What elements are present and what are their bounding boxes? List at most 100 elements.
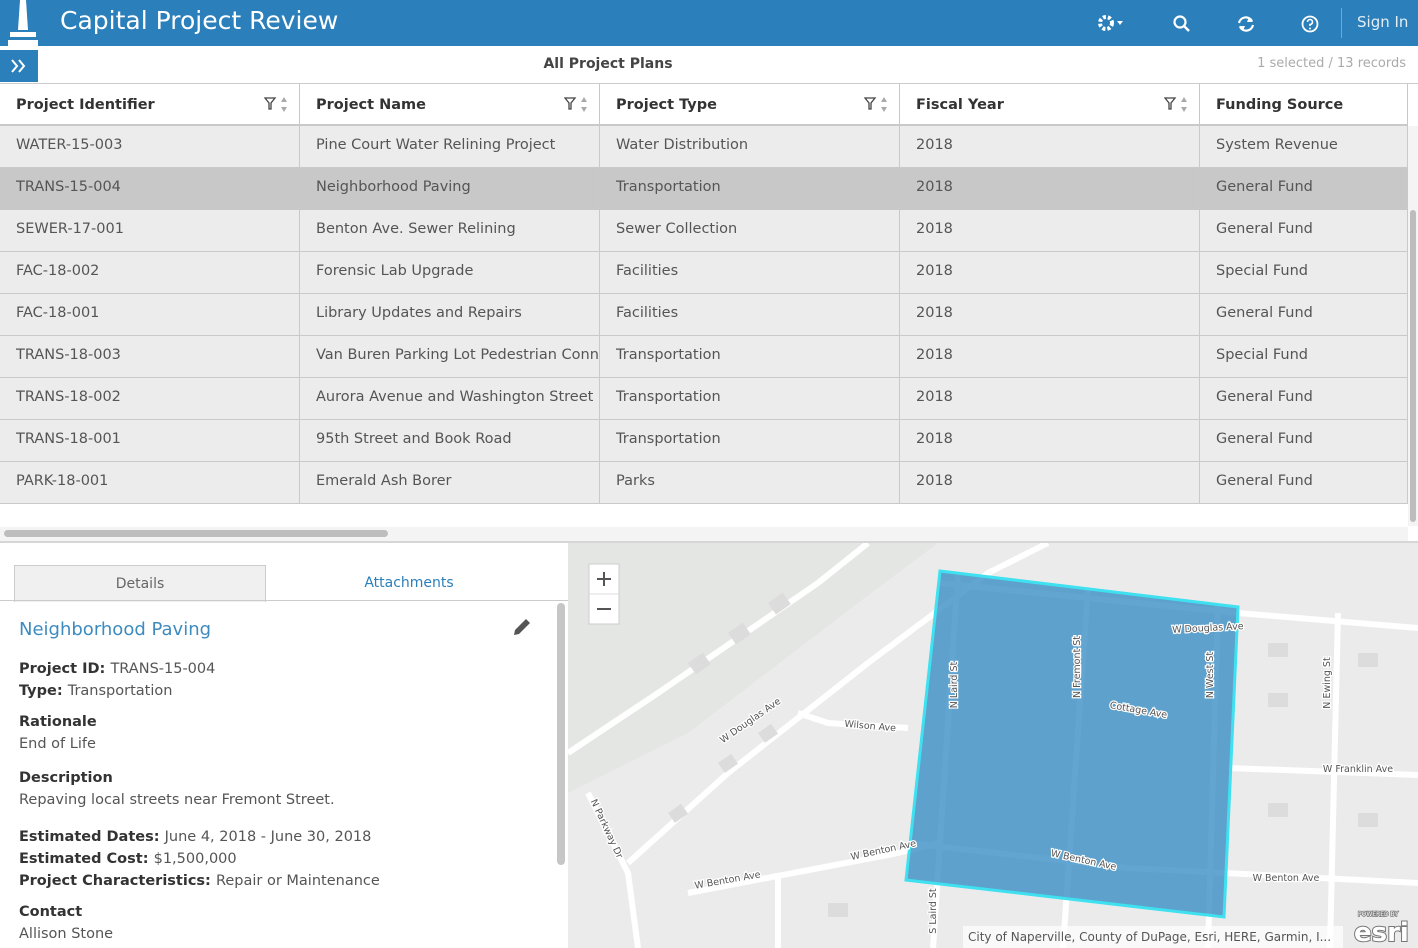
- street-label: W Benton Ave: [1253, 873, 1320, 884]
- filter-sort-icon[interactable]: [864, 95, 894, 115]
- header: Capital Project Review Sign In: [0, 0, 1418, 46]
- table-cell[interactable]: Parks: [600, 462, 900, 504]
- table-cell[interactable]: Special Fund: [1200, 252, 1408, 294]
- table-cell[interactable]: Water Distribution: [600, 126, 900, 168]
- street-label: N West St: [1205, 652, 1216, 699]
- help-button[interactable]: [1300, 14, 1320, 34]
- table-cell[interactable]: Van Buren Parking Lot Pedestrian Conne: [300, 336, 600, 378]
- field-value: Allison Stone: [19, 926, 113, 942]
- field-value: $1,500,000: [154, 851, 237, 867]
- table-cell[interactable]: 2018: [900, 336, 1200, 378]
- field-label: Type:: [19, 683, 63, 699]
- data-table: Project IdentifierProject NameProject Ty…: [0, 84, 1408, 528]
- zoom-control[interactable]: [589, 564, 619, 624]
- table-cell[interactable]: SEWER-17-001: [0, 210, 300, 252]
- table-cell[interactable]: Facilities: [600, 252, 900, 294]
- table-cell[interactable]: General Fund: [1200, 420, 1408, 462]
- filter-sort-icon[interactable]: [264, 95, 294, 115]
- table-cell[interactable]: FAC-18-002: [0, 252, 300, 294]
- table-cell[interactable]: System Revenue: [1200, 126, 1408, 168]
- table-cell[interactable]: Neighborhood Paving: [300, 168, 600, 210]
- logo-caption: POWERED BY: [1358, 911, 1398, 918]
- field-label: Estimated Cost:: [19, 851, 149, 867]
- table-cell[interactable]: General Fund: [1200, 168, 1408, 210]
- logo-icon: [6, 0, 40, 46]
- column-header[interactable]: Fiscal Year: [900, 84, 1200, 126]
- column-header[interactable]: Funding Source: [1200, 84, 1408, 126]
- field-label: Estimated Dates:: [19, 829, 160, 845]
- table-cell[interactable]: 2018: [900, 378, 1200, 420]
- table-cell[interactable]: 2018: [900, 462, 1200, 504]
- table-cell[interactable]: WATER-15-003: [0, 126, 300, 168]
- table-cell[interactable]: Forensic Lab Upgrade: [300, 252, 600, 294]
- column-header[interactable]: Project Name: [300, 84, 600, 126]
- tab-border: [0, 600, 568, 601]
- filter-sort-icon[interactable]: [564, 95, 594, 115]
- scroll-thumb[interactable]: [4, 530, 388, 537]
- table-cell[interactable]: Emerald Ash Borer: [300, 462, 600, 504]
- edit-button[interactable]: [510, 615, 534, 639]
- table-cell[interactable]: Transportation: [600, 420, 900, 462]
- tab[interactable]: Attachments: [265, 565, 553, 601]
- street-label: W Franklin Ave: [1323, 764, 1393, 775]
- table-cell[interactable]: 2018: [900, 126, 1200, 168]
- app-title: Capital Project Review: [60, 6, 338, 35]
- street-label: S Laird St: [928, 888, 939, 934]
- filter-sort-icon[interactable]: [1164, 95, 1194, 115]
- column-header[interactable]: Project Type: [600, 84, 900, 126]
- table-cell[interactable]: Transportation: [600, 378, 900, 420]
- table-cell[interactable]: 2018: [900, 252, 1200, 294]
- table-cell[interactable]: Special Fund: [1200, 336, 1408, 378]
- table-cell[interactable]: 2018: [900, 210, 1200, 252]
- table-cell[interactable]: TRANS-18-003: [0, 336, 300, 378]
- toolbar: All Project Plans 1 selected / 13 record…: [0, 46, 1418, 84]
- sign-in[interactable]: Sign In: [1357, 13, 1408, 31]
- table-title: All Project Plans: [0, 56, 1216, 72]
- field-value: Repair or Maintenance: [216, 873, 380, 889]
- search-button[interactable]: [1172, 14, 1192, 34]
- scroll-thumb[interactable]: [557, 603, 565, 865]
- column-header[interactable]: Project Identifier: [0, 84, 300, 126]
- table-cell[interactable]: Aurora Avenue and Washington Street: [300, 378, 600, 420]
- table-cell[interactable]: Sewer Collection: [600, 210, 900, 252]
- table-cell[interactable]: Transportation: [600, 168, 900, 210]
- field-value: TRANS-15-004: [110, 661, 215, 677]
- project-polygon[interactable]: [906, 571, 1238, 917]
- table-cell[interactable]: 95th Street and Book Road: [300, 420, 600, 462]
- table-cell[interactable]: 2018: [900, 294, 1200, 336]
- table-cell[interactable]: TRANS-18-001: [0, 420, 300, 462]
- table-cell[interactable]: TRANS-15-004: [0, 168, 300, 210]
- settings-button[interactable]: [1096, 12, 1128, 34]
- details-panel: Details Attachments Neighborhood Paving …: [0, 543, 568, 948]
- tab[interactable]: Details: [14, 565, 266, 602]
- record-status: 1 selected / 13 records: [1257, 56, 1406, 71]
- table-cell[interactable]: PARK-18-001: [0, 462, 300, 504]
- divider: [1341, 8, 1342, 38]
- h-scrollbar: [0, 527, 1408, 541]
- table-cell[interactable]: Transportation: [600, 336, 900, 378]
- table-cell[interactable]: Library Updates and Repairs: [300, 294, 600, 336]
- table-cell[interactable]: Facilities: [600, 294, 900, 336]
- table-cell[interactable]: General Fund: [1200, 294, 1408, 336]
- table-cell[interactable]: 2018: [900, 168, 1200, 210]
- field-label: Rationale: [19, 714, 97, 730]
- map[interactable]: W Douglas AveN Laird StN Fremont StN Wes…: [568, 543, 1418, 948]
- field-value: End of Life: [19, 736, 96, 752]
- table-cell[interactable]: Pine Court Water Relining Project: [300, 126, 600, 168]
- refresh-button[interactable]: [1236, 14, 1256, 34]
- table-cell[interactable]: Benton Ave. Sewer Relining: [300, 210, 600, 252]
- table-cell[interactable]: General Fund: [1200, 210, 1408, 252]
- table-cell[interactable]: 2018: [900, 420, 1200, 462]
- table-cell[interactable]: TRANS-18-002: [0, 378, 300, 420]
- v-scrollbar: [1408, 126, 1418, 526]
- esri-logo: esri: [1354, 918, 1409, 948]
- field-label: Project Characteristics:: [19, 873, 211, 889]
- attribution: City of Naperville, County of DuPage, Es…: [968, 930, 1331, 944]
- street-label: N Fremont St: [1072, 636, 1083, 698]
- field-label: Project ID:: [19, 661, 105, 677]
- table-cell[interactable]: General Fund: [1200, 378, 1408, 420]
- table-cell[interactable]: FAC-18-001: [0, 294, 300, 336]
- table-cell[interactable]: General Fund: [1200, 462, 1408, 504]
- scroll-thumb[interactable]: [1410, 210, 1416, 522]
